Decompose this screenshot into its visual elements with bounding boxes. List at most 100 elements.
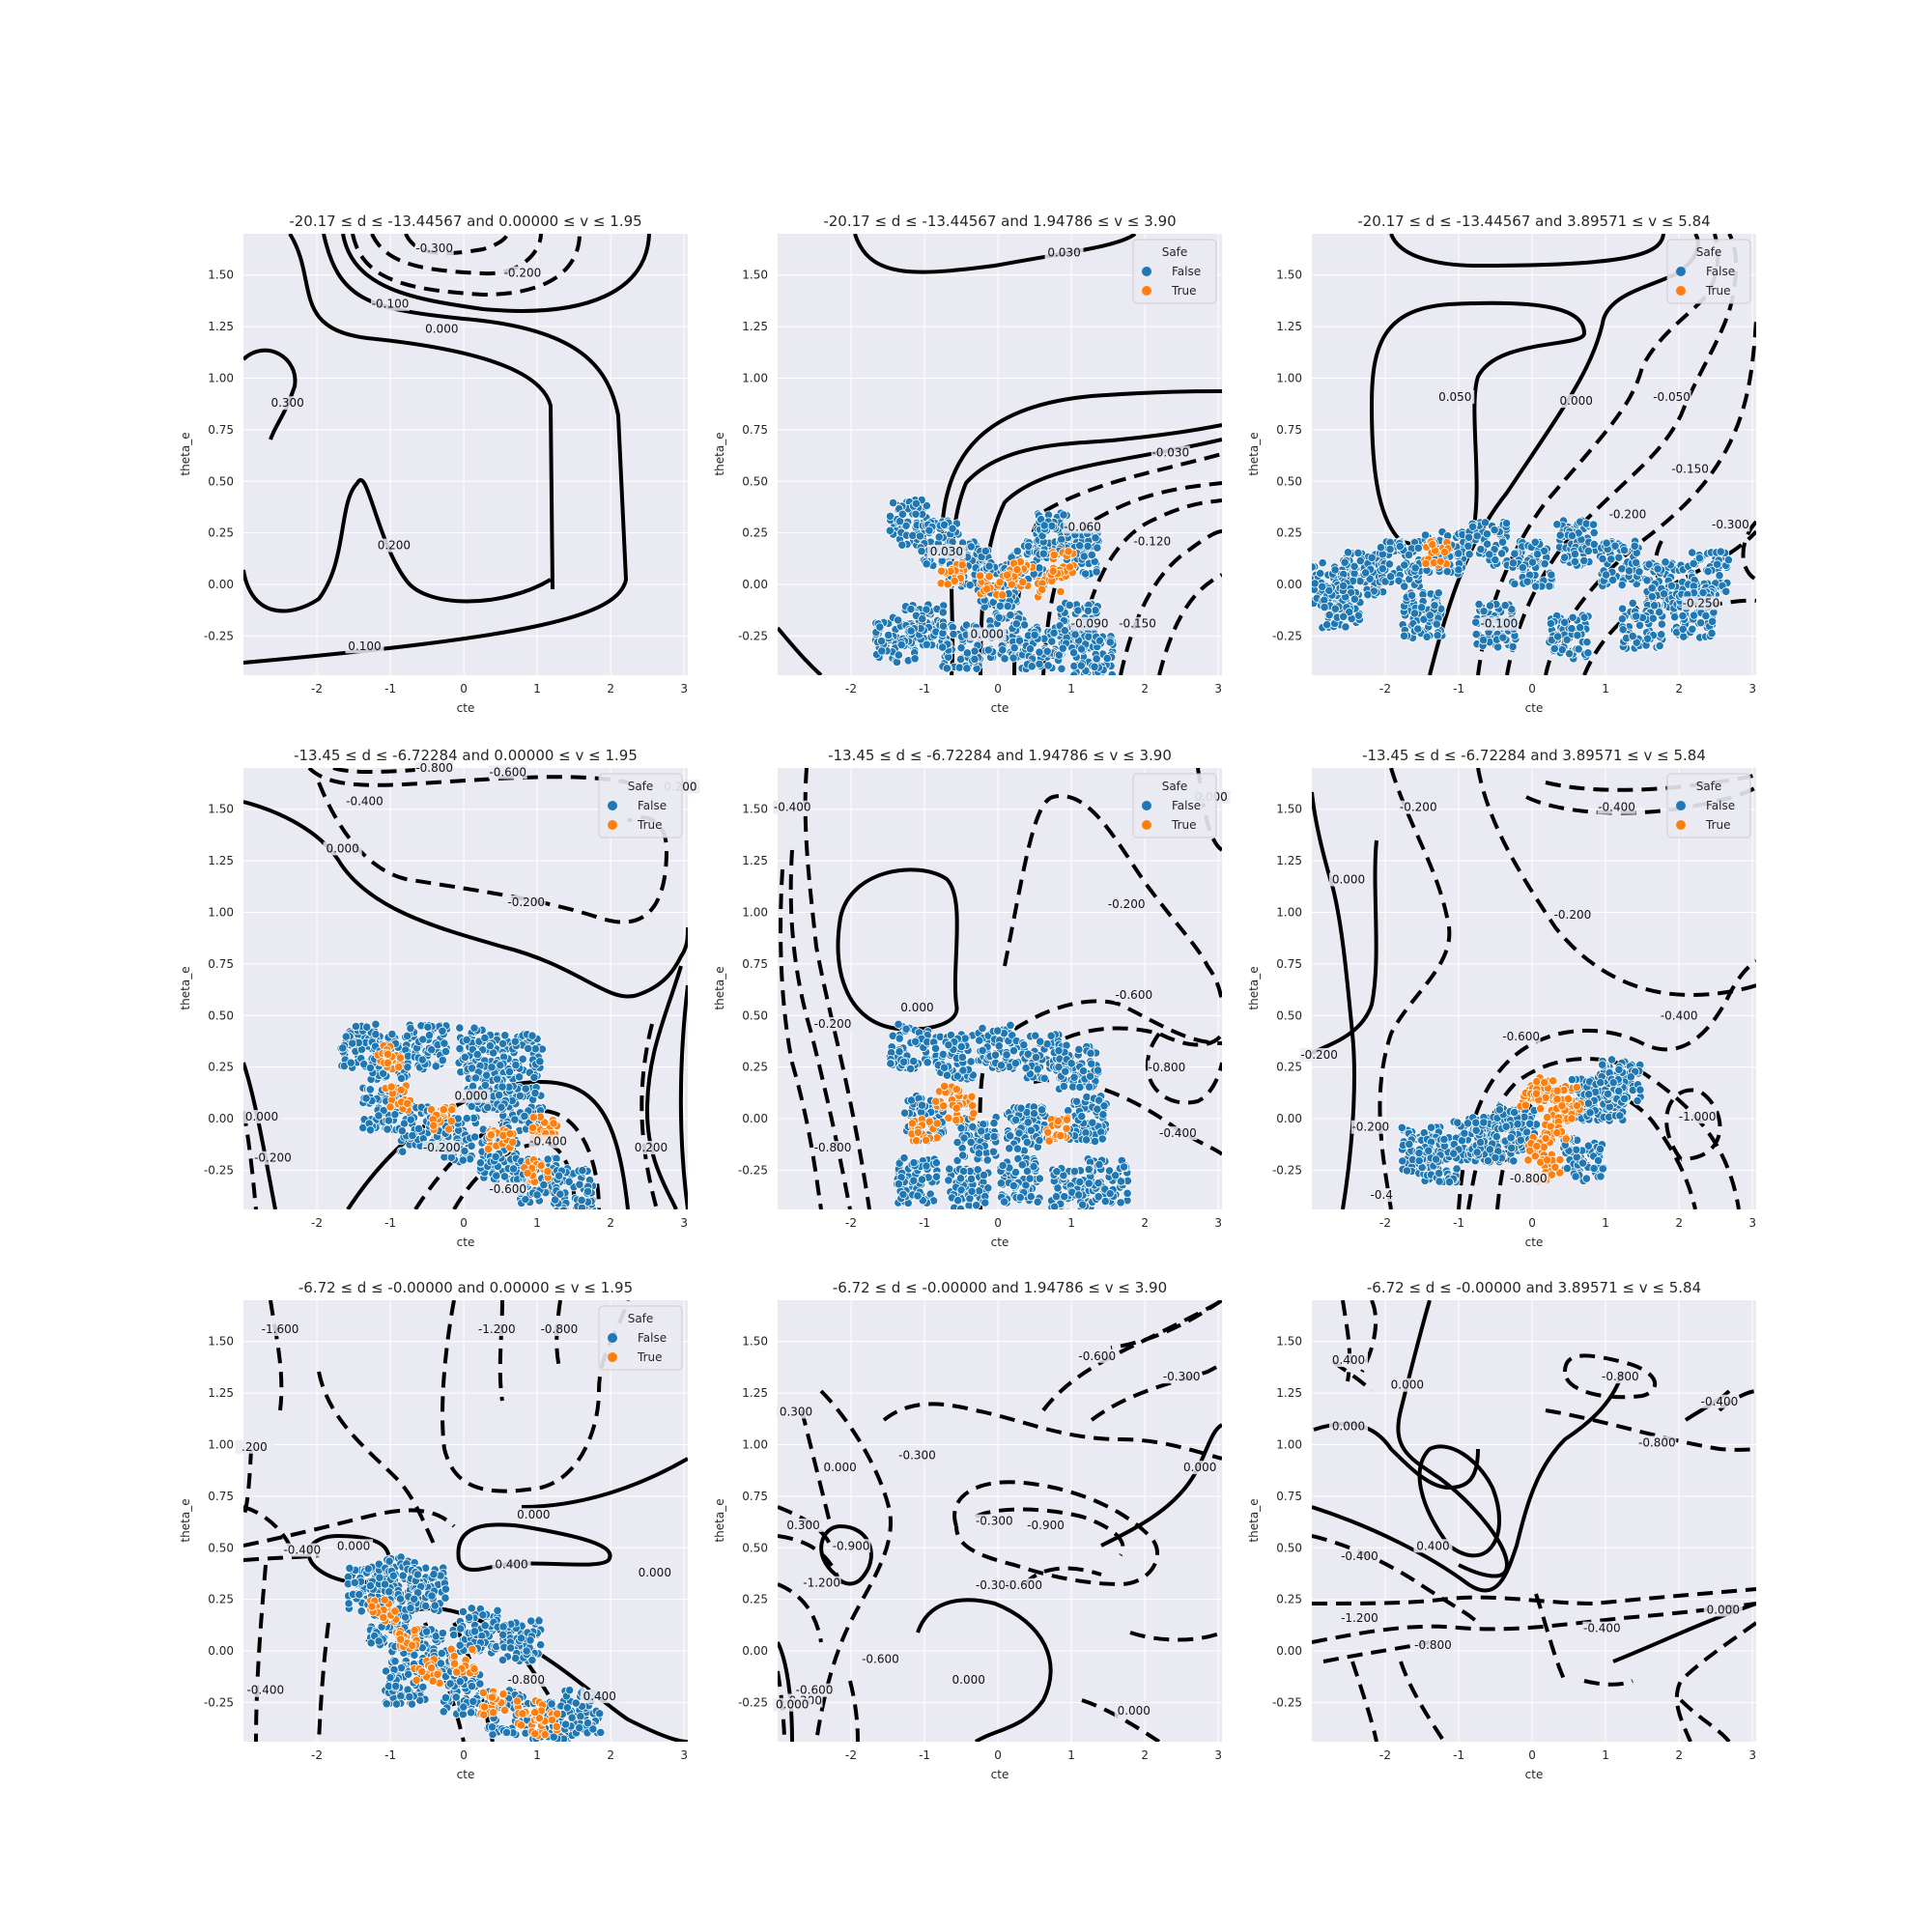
scatter-point-false xyxy=(1648,613,1658,623)
scatter-point-false xyxy=(491,1151,500,1161)
scatter-point-true xyxy=(527,1122,538,1133)
scatter-point-false xyxy=(1660,589,1669,599)
scatter-point-false xyxy=(520,1111,529,1121)
scatter-point-false xyxy=(495,1091,504,1100)
x-tick-label: 0 xyxy=(994,1216,1002,1230)
scatter-point-true xyxy=(944,1113,953,1122)
scatter-point-false xyxy=(1568,612,1577,622)
scatter-point-false xyxy=(1341,622,1350,632)
scatter-point-false xyxy=(1022,1137,1032,1148)
scatter-point-false xyxy=(1084,1082,1094,1092)
scatter-point-false xyxy=(455,1043,465,1054)
scatter-point-false xyxy=(1598,554,1607,564)
scatter-point-false xyxy=(1688,624,1697,634)
scatter-point-false xyxy=(1086,1071,1095,1081)
scatter-points xyxy=(336,1019,598,1209)
scatter-point-false xyxy=(942,1070,952,1080)
scatter-point-false xyxy=(978,1045,987,1056)
scatter-point-false xyxy=(521,1084,530,1094)
scatter-point-false xyxy=(1553,632,1563,641)
scatter-point-false xyxy=(1054,1046,1064,1056)
x-tick-label: -2 xyxy=(311,1216,323,1230)
x-ticks: -2 -1 0 1 2 3 xyxy=(845,682,1222,696)
scatter-point-false xyxy=(493,1074,502,1084)
scatter-point-false xyxy=(341,1032,351,1041)
scatter-point-false xyxy=(980,1198,990,1208)
scatter-point-true xyxy=(981,584,992,594)
y-tick-label: 1.00 xyxy=(1276,371,1302,384)
scatter-point-true xyxy=(932,1119,942,1128)
legend-marker-false xyxy=(1676,267,1686,276)
scatter-point-false xyxy=(1053,1183,1063,1193)
scatter-point-false xyxy=(460,1146,469,1156)
contour-label: -0.400 xyxy=(346,794,384,808)
contour-label: 0.100 xyxy=(348,639,381,653)
scatter-point-false xyxy=(480,1033,490,1042)
scatter-point-false xyxy=(1564,649,1575,659)
scatter-point-false xyxy=(1090,662,1099,671)
scatter-point-false xyxy=(1078,1200,1088,1209)
x-tick-label: 2 xyxy=(1141,1216,1149,1230)
scatter-point-false xyxy=(966,1057,976,1066)
contour-label: -0.150 xyxy=(1671,463,1709,476)
scatter-point-false xyxy=(1606,554,1616,564)
scatter-point-false xyxy=(427,1045,437,1055)
scatter-point-false xyxy=(1435,1177,1444,1186)
scatter-point-false xyxy=(1094,1065,1103,1075)
scatter-point-false xyxy=(1039,521,1049,530)
scatter-point-false xyxy=(1005,1144,1014,1153)
y-ticks: -0.250.000.250.500.751.001.251.50 xyxy=(738,269,768,643)
subplot-2: -20.17 ≤ d ≤ -13.44567 and 1.94786 ≤ v ≤… xyxy=(713,213,1222,715)
x-tick-label: 3 xyxy=(680,682,688,696)
scatter-point-false xyxy=(1617,604,1628,613)
x-axis-label: cte xyxy=(1525,701,1544,715)
scatter-point-true xyxy=(924,1117,934,1126)
scatter-point-false xyxy=(1644,559,1654,569)
scatter-point-false xyxy=(1077,1112,1087,1122)
scatter-point-false xyxy=(948,524,957,533)
contour-label: 0.200 xyxy=(635,1141,668,1154)
contour-labels: 0.050 0.000 -0.050-0.150-0.200-0.300-0.250… xyxy=(1435,389,1750,631)
scatter-point-true xyxy=(921,1135,931,1145)
scatter-point-false xyxy=(911,509,921,519)
y-tick-label: -0.25 xyxy=(1272,629,1302,642)
scatter-point-false xyxy=(1350,594,1359,604)
scatter-point-false xyxy=(955,1204,966,1209)
scatter-point-false xyxy=(1583,648,1593,658)
scatter-point-false xyxy=(1010,1115,1021,1124)
scatter-point-false xyxy=(1049,628,1059,638)
scatter-point-false xyxy=(1475,1137,1486,1148)
subplot-title: -20.17 ≤ d ≤ -13.44567 and 1.94786 ≤ v ≤… xyxy=(823,213,1176,230)
scatter-point-false xyxy=(989,1132,999,1142)
scatter-point-true xyxy=(549,1119,558,1128)
y-tick-label: 0.00 xyxy=(1276,578,1302,591)
scatter-point-false xyxy=(1355,556,1365,566)
scatter-point-true xyxy=(543,1167,553,1177)
contour-label-bg xyxy=(371,297,411,311)
contour-label: -0.800 xyxy=(814,1141,852,1154)
y-ticks: -0.250.000.250.500.751.001.251.50 xyxy=(738,803,768,1178)
scatter-point-false xyxy=(1046,1031,1056,1040)
scatter-point-false xyxy=(1320,602,1329,612)
scatter-point-false xyxy=(417,1055,427,1065)
scatter-point-false xyxy=(1449,1149,1459,1158)
scatter-point-false xyxy=(1589,539,1599,550)
x-axis-label: cte xyxy=(457,701,475,715)
scatter-point-false xyxy=(413,1123,424,1134)
scatter-point-false xyxy=(897,509,907,519)
scatter-point-false xyxy=(1472,1148,1482,1157)
scatter-point-false xyxy=(1024,541,1034,551)
scatter-point-false xyxy=(1510,579,1520,589)
scatter-point-false xyxy=(1628,598,1637,609)
contour-label: -0.600 xyxy=(1115,988,1152,1002)
scatter-point-false xyxy=(1400,582,1409,591)
scatter-point-true xyxy=(952,1103,961,1113)
x-tick-label: -1 xyxy=(384,682,396,696)
scatter-point-false xyxy=(1318,582,1327,591)
scatter-point-false xyxy=(515,1091,526,1101)
y-tick-label: 0.50 xyxy=(742,474,768,488)
scatter-point-false xyxy=(472,1049,482,1060)
scatter-point-true xyxy=(1003,570,1012,580)
scatter-point-false xyxy=(1036,1037,1045,1046)
contour-label-bg xyxy=(1711,518,1750,532)
